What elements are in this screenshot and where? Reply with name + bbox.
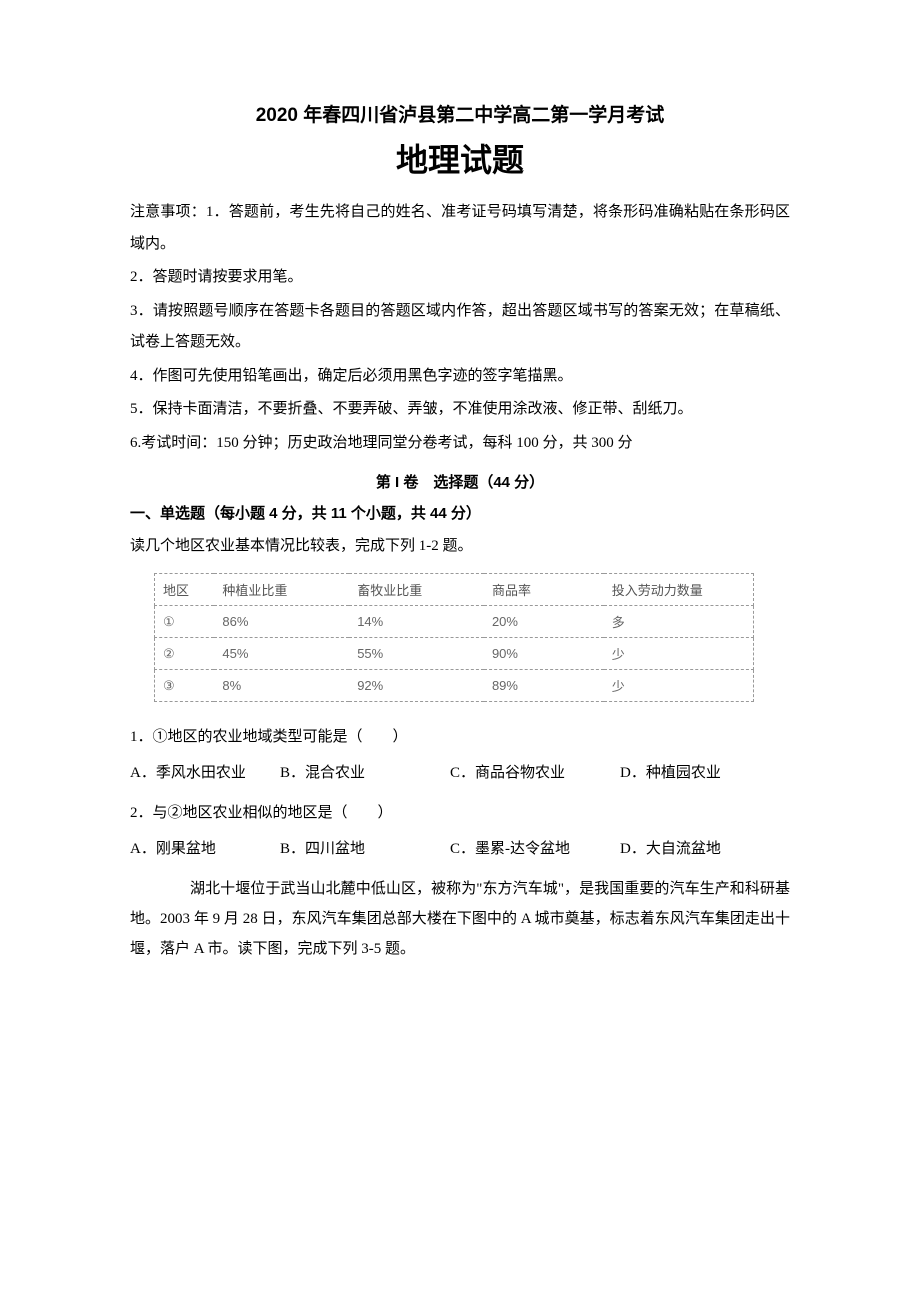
question-2-stem: 2．与②地区农业相似的地区是（ ） (130, 798, 790, 828)
q2-option-d: D．大自流盆地 (620, 834, 770, 864)
col-planting: 种植业比重 (214, 574, 349, 606)
instruction-5: 5．保持卡面清洁，不要折叠、不要弄破、弄皱，不准使用涂改液、修正带、刮纸刀。 (130, 394, 790, 426)
cell: 86% (214, 606, 349, 638)
q1-option-b: B．混合农业 (280, 758, 450, 788)
cell: 8% (214, 670, 349, 702)
cell: 少 (604, 670, 754, 702)
cell: 89% (484, 670, 604, 702)
cell-region-1: ① (155, 606, 215, 638)
q2-option-b: B．四川盆地 (280, 834, 450, 864)
instruction-4: 4．作图可先使用铅笔画出，确定后必须用黑色字迹的签字笔描黑。 (130, 361, 790, 393)
question-intro: 读几个地区农业基本情况比较表，完成下列 1-2 题。 (130, 531, 790, 561)
table-row: ① 86% 14% 20% 多 (155, 606, 754, 638)
q1-option-a: A．季风水田农业 (130, 758, 280, 788)
col-labor: 投入劳动力数量 (604, 574, 754, 606)
instruction-1: 注意事项：1．答题前，考生先将自己的姓名、准考证号码填写清楚，将条形码准确粘贴在… (130, 197, 790, 260)
question-2-options: A．刚果盆地 B．四川盆地 C．墨累-达令盆地 D．大自流盆地 (130, 834, 790, 864)
col-region: 地区 (155, 574, 215, 606)
table-header-row: 地区 种植业比重 畜牧业比重 商品率 投入劳动力数量 (155, 574, 754, 606)
cell: 55% (349, 638, 484, 670)
col-commodity: 商品率 (484, 574, 604, 606)
data-table-wrapper: 地区 种植业比重 畜牧业比重 商品率 投入劳动力数量 ① 86% 14% 20%… (154, 573, 790, 702)
passage-q3-5: 湖北十堰位于武当山北麓中低山区，被称为"东方汽车城"，是我国重要的汽车生产和科研… (130, 874, 790, 964)
subsection-header: 一、单选题（每小题 4 分，共 11 个小题，共 44 分） (130, 502, 790, 523)
col-livestock: 畜牧业比重 (349, 574, 484, 606)
cell: 多 (604, 606, 754, 638)
question-1-options: A．季风水田农业 B．混合农业 C．商品谷物农业 D．种植园农业 (130, 758, 790, 788)
exam-school-title: 2020 年春四川省泸县第二中学高二第一学月考试 (130, 100, 790, 127)
question-1-stem: 1．①地区的农业地域类型可能是（ ） (130, 722, 790, 752)
q1-option-d: D．种植园农业 (620, 758, 770, 788)
q2-option-c: C．墨累-达令盆地 (450, 834, 620, 864)
cell: 45% (214, 638, 349, 670)
instruction-3: 3．请按照题号顺序在答题卡各题目的答题区域内作答，超出答题区域书写的答案无效；在… (130, 296, 790, 359)
exam-subject-title: 地理试题 (130, 135, 790, 181)
agriculture-table: 地区 种植业比重 畜牧业比重 商品率 投入劳动力数量 ① 86% 14% 20%… (154, 573, 754, 702)
cell-region-3: ③ (155, 670, 215, 702)
table-row: ② 45% 55% 90% 少 (155, 638, 754, 670)
cell: 92% (349, 670, 484, 702)
cell: 90% (484, 638, 604, 670)
cell: 14% (349, 606, 484, 638)
cell-region-2: ② (155, 638, 215, 670)
instruction-6: 6.考试时间：150 分钟；历史政治地理同堂分卷考试，每科 100 分，共 30… (130, 428, 790, 460)
table-row: ③ 8% 92% 89% 少 (155, 670, 754, 702)
instruction-2: 2．答题时请按要求用笔。 (130, 262, 790, 294)
cell: 少 (604, 638, 754, 670)
q1-option-c: C．商品谷物农业 (450, 758, 620, 788)
cell: 20% (484, 606, 604, 638)
q2-option-a: A．刚果盆地 (130, 834, 280, 864)
section-header: 第 I 卷 选择题（44 分） (130, 471, 790, 492)
